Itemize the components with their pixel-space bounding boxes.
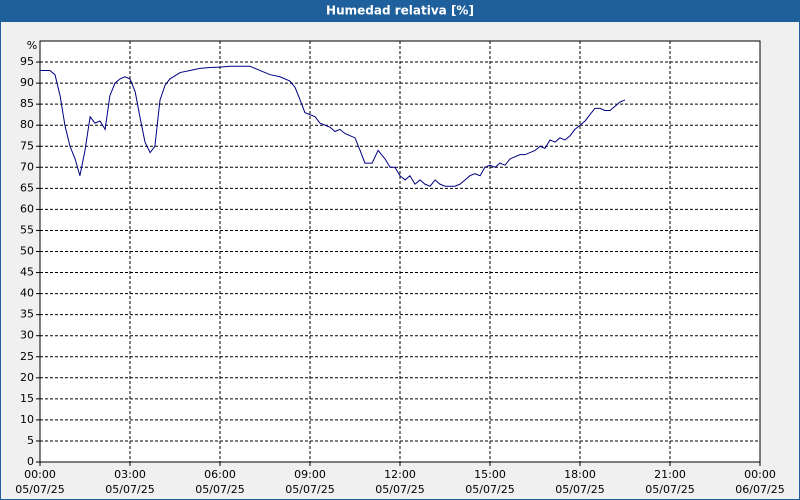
y-tick-label: 85 <box>20 97 34 110</box>
x-tick-label: 00:00 <box>744 468 776 481</box>
x-tick-label: 15:00 <box>474 468 506 481</box>
title-bar <box>0 0 800 22</box>
y-tick-label: 35 <box>20 308 34 321</box>
x-tick-date: 05/07/25 <box>285 483 334 496</box>
y-tick-label: 90 <box>20 76 34 89</box>
data-line <box>40 65 626 187</box>
y-tick-label: 50 <box>20 245 34 258</box>
x-tick-label: 03:00 <box>114 468 146 481</box>
x-tick-label: 00:00 <box>24 468 56 481</box>
x-tick-label: 18:00 <box>564 468 596 481</box>
y-tick-label: 60 <box>20 202 34 215</box>
y-tick-label: 20 <box>20 371 34 384</box>
x-tick-date: 05/07/25 <box>195 483 244 496</box>
y-tick-label: 80 <box>20 118 34 131</box>
y-tick-label: 65 <box>20 181 34 194</box>
chart-title: Humedad relativa [%] <box>326 4 474 18</box>
y-tick-label: 45 <box>20 266 34 279</box>
y-tick-label: 70 <box>20 160 34 173</box>
y-tick-label: 75 <box>20 139 34 152</box>
plot-border <box>39 40 761 463</box>
y-tick-label: 15 <box>20 392 34 405</box>
x-tick-label: 21:00 <box>654 468 686 481</box>
y-tick-label: 55 <box>20 223 34 236</box>
x-tick-label: 06:00 <box>204 468 236 481</box>
x-tick-date: 05/07/25 <box>465 483 514 496</box>
y-tick-label: 30 <box>20 329 34 342</box>
y-tick-label: 40 <box>20 287 34 300</box>
y-tick-label: 5 <box>27 434 34 447</box>
x-tick-date: 05/07/25 <box>105 483 154 496</box>
x-tick-label: 12:00 <box>384 468 416 481</box>
x-tick-date: 05/07/25 <box>15 483 64 496</box>
y-axis-label: % <box>27 39 37 52</box>
x-tick-date: 05/07/25 <box>645 483 694 496</box>
y-tick-label: 10 <box>20 413 34 426</box>
x-tick-date: 05/07/25 <box>555 483 604 496</box>
y-tick-label: 95 <box>20 55 34 68</box>
y-tick-label: 25 <box>20 350 34 363</box>
y-tick-label: 0 <box>27 455 34 468</box>
x-tick-date: 06/07/25 <box>735 483 784 496</box>
x-tick-label: 09:00 <box>294 468 326 481</box>
x-tick-date: 05/07/25 <box>375 483 424 496</box>
